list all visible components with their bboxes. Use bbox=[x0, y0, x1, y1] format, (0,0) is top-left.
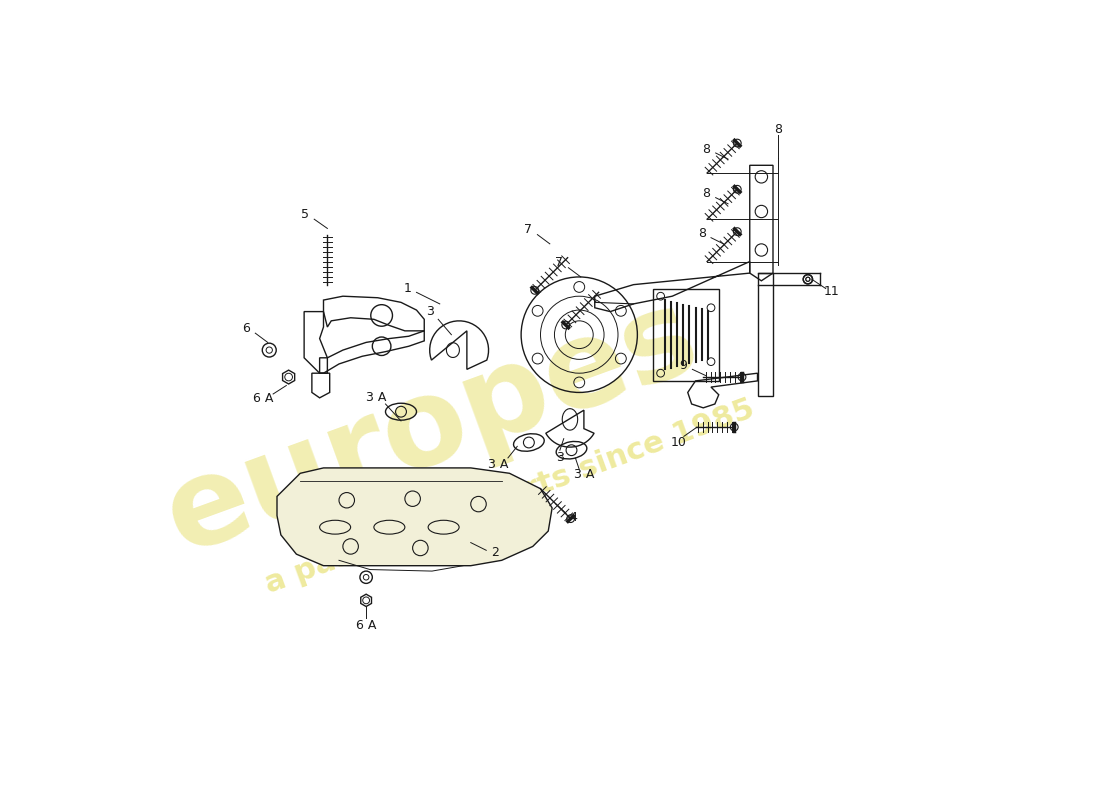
Text: 8: 8 bbox=[773, 122, 782, 136]
Text: 3 A: 3 A bbox=[574, 468, 594, 482]
Text: 8: 8 bbox=[703, 142, 711, 156]
Text: 3: 3 bbox=[427, 305, 434, 318]
Text: 8: 8 bbox=[697, 227, 706, 240]
Text: 3 A: 3 A bbox=[366, 391, 386, 404]
Text: 11: 11 bbox=[824, 285, 839, 298]
Text: 4: 4 bbox=[569, 511, 578, 525]
Text: a passion for parts since 1985: a passion for parts since 1985 bbox=[261, 394, 758, 598]
Text: europes: europes bbox=[151, 277, 714, 578]
Text: 10: 10 bbox=[671, 436, 686, 449]
Text: 1: 1 bbox=[404, 282, 411, 295]
Text: 6 A: 6 A bbox=[356, 619, 376, 632]
Text: 2: 2 bbox=[492, 546, 499, 559]
Polygon shape bbox=[277, 468, 552, 566]
Text: 8: 8 bbox=[703, 187, 711, 200]
Text: 7: 7 bbox=[524, 222, 532, 236]
Text: 6: 6 bbox=[242, 322, 250, 335]
Text: 9: 9 bbox=[679, 359, 688, 372]
Text: 7: 7 bbox=[556, 256, 563, 269]
Text: 6 A: 6 A bbox=[253, 392, 273, 405]
Text: 5: 5 bbox=[301, 208, 309, 221]
Bar bbox=[653, 289, 718, 381]
Text: 3 A: 3 A bbox=[488, 458, 509, 470]
Text: 3: 3 bbox=[556, 451, 564, 464]
